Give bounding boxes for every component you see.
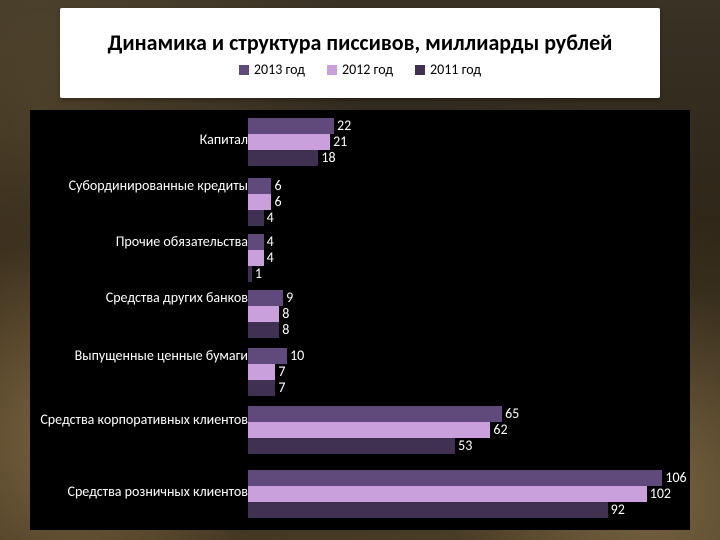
bar-value: 102 [650,486,671,502]
legend: 2013 год 2012 год 2011 год [239,61,481,78]
bar [248,150,318,166]
bar-value: 10 [290,348,304,364]
category-label: Выпущенные ценные бумаги [38,348,248,364]
legend-label: 2011 год [430,61,481,78]
bar [248,486,647,502]
bar [248,306,279,322]
slide-background: Динамика и структура писсивов, миллиарды… [0,0,720,540]
legend-swatch [239,65,249,75]
bar [248,266,252,282]
title-card: Динамика и структура писсивов, миллиарды… [60,8,660,98]
category-label: Средства корпоративных клиентов [38,412,248,428]
bar-value: 6 [274,178,281,194]
bar [248,438,455,454]
bar-value: 21 [333,134,347,150]
category-label: Средства других банков [38,290,248,306]
bar [248,178,271,194]
bar [248,234,264,250]
bar-value: 4 [267,250,274,266]
category-label: Средства розничных клиентов [38,484,248,500]
bar [248,406,502,422]
bar [248,290,283,306]
bar-value: 106 [665,470,686,486]
bar-value: 53 [458,438,472,454]
legend-swatch [327,65,337,75]
bar-value: 4 [267,210,274,226]
legend-swatch [415,65,425,75]
bar [248,470,662,486]
legend-item: 2011 год [415,61,481,78]
bar-value: 65 [505,406,519,422]
bar [248,348,287,364]
chart-plot-area: Капитал222118Субординированные кредиты66… [30,110,690,530]
bar [248,322,279,338]
bar [248,210,264,226]
category-label: Прочие обязательства [38,234,248,250]
bar-value: 7 [278,364,285,380]
bar-value: 22 [337,118,351,134]
bar [248,250,264,266]
bar-value: 4 [267,234,274,250]
bar [248,134,330,150]
bar-value: 18 [321,150,335,166]
legend-item: 2012 год [327,61,393,78]
bar [248,502,608,518]
bar [248,422,490,438]
bar [248,118,334,134]
chart-title: Динамика и структура писсивов, миллиарды… [108,30,613,55]
legend-label: 2013 год [254,61,305,78]
bar-value: 7 [278,380,285,396]
bar-value: 62 [493,422,507,438]
bar [248,380,275,396]
category-label: Субординированные кредиты [38,178,248,194]
legend-label: 2012 год [342,61,393,78]
bar [248,364,275,380]
bar-value: 9 [286,290,293,306]
bar-value: 8 [282,306,289,322]
category-label: Капитал [38,132,248,148]
legend-item: 2013 год [239,61,305,78]
bar-value: 6 [274,194,281,210]
bar-value: 1 [255,266,262,282]
bar-value: 8 [282,322,289,338]
bar-value: 92 [611,502,625,518]
bar [248,194,271,210]
